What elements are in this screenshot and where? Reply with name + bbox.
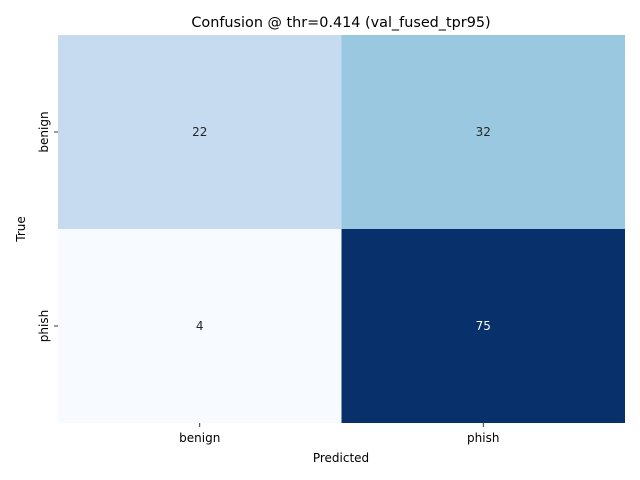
chart-title: Confusion @ thr=0.414 (val_fused_tpr95): [191, 15, 490, 31]
heatmap-cell-phish-benign: [58, 229, 342, 423]
x-tick-label-phish: phish: [467, 431, 499, 445]
x-axis-ticks: benign phish: [179, 423, 499, 445]
cell-value-benign-benign: 22: [192, 125, 207, 139]
heatmap-cell-phish-phish: [341, 229, 625, 423]
cell-value-benign-phish: 32: [476, 125, 491, 139]
x-tick-label-benign: benign: [179, 431, 220, 445]
heatmap-cell-benign-benign: [58, 35, 342, 229]
y-axis-label: True: [14, 216, 28, 243]
y-tick-label-benign: benign: [37, 111, 51, 152]
heatmap-cells: 22 32 4 75: [58, 35, 625, 423]
cell-value-phish-benign: 4: [196, 319, 204, 333]
cell-value-phish-phish: 75: [476, 319, 491, 333]
y-tick-label-phish: phish: [37, 310, 51, 342]
x-axis-label: Predicted: [313, 451, 369, 465]
heatmap-cell-benign-phish: [341, 35, 625, 229]
y-axis-ticks: benign phish: [37, 111, 58, 342]
